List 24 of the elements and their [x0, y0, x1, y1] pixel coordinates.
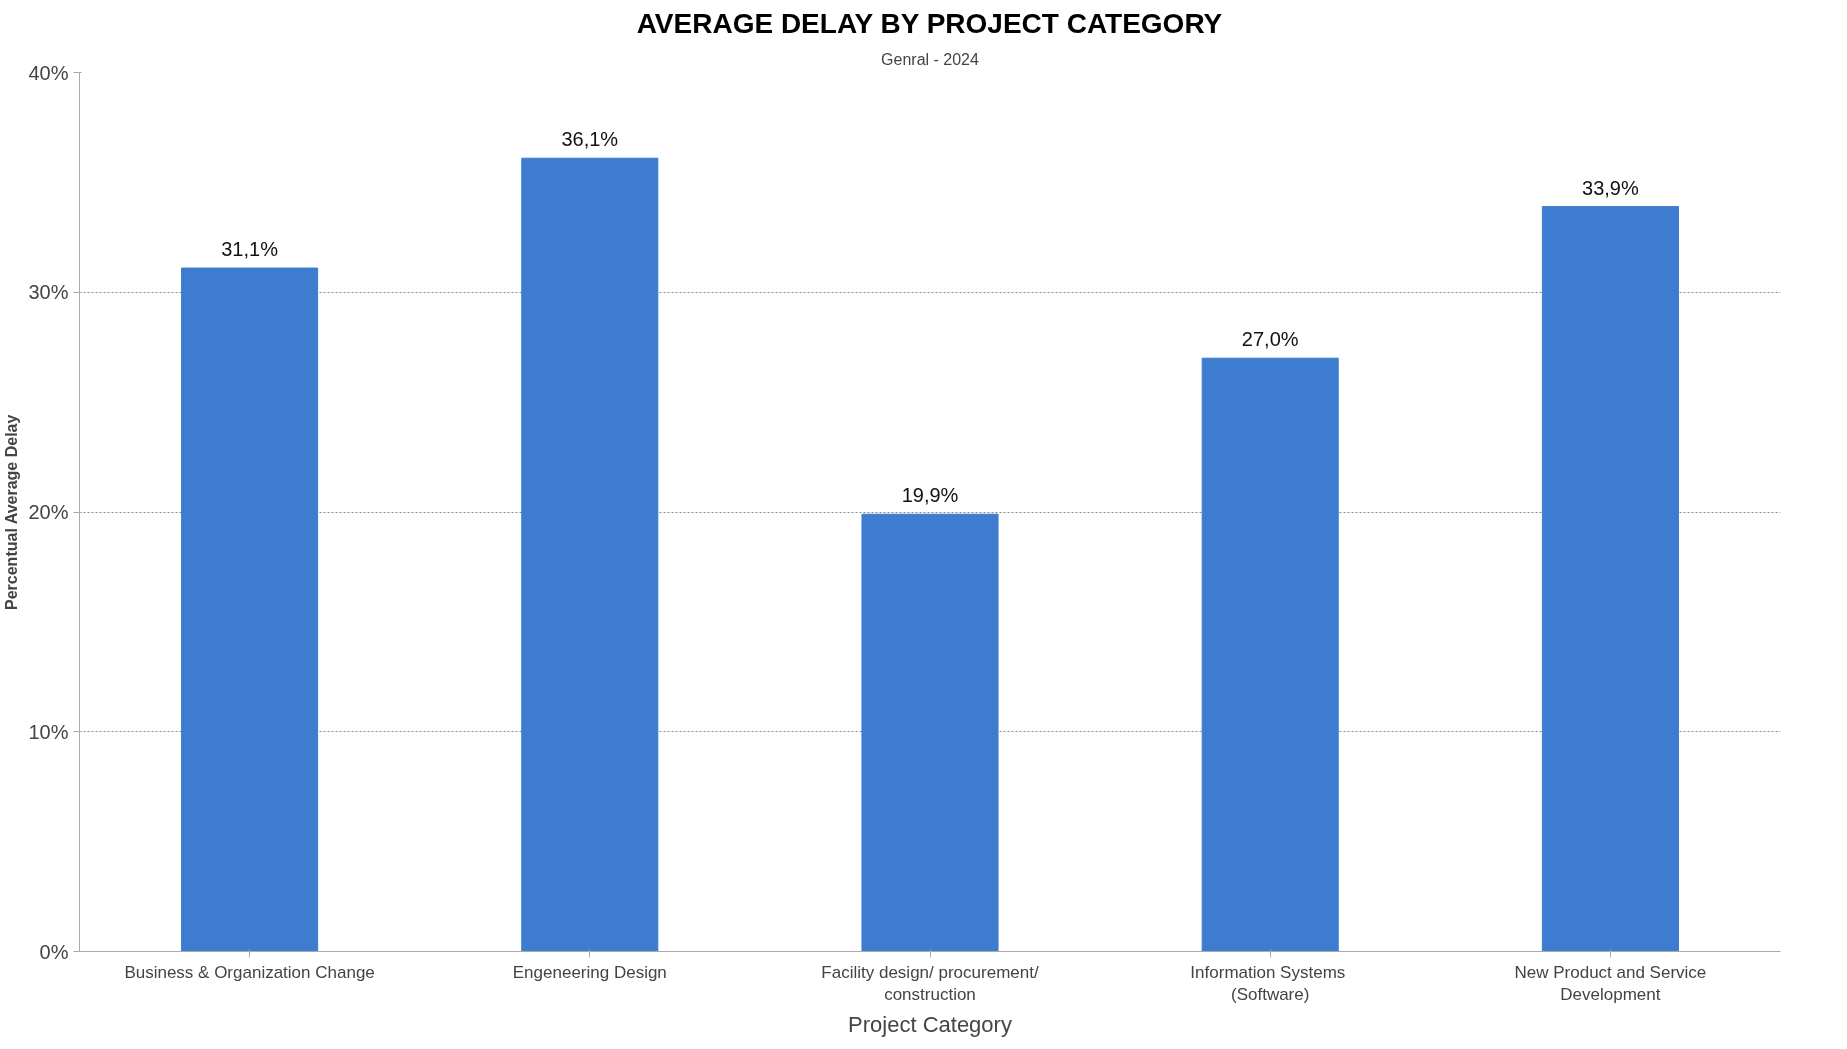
- data-label: 36,1%: [561, 128, 619, 151]
- data-label: 19,9%: [901, 484, 959, 507]
- y-tick-label: 40%: [28, 61, 69, 84]
- x-tick-label: New Product and Service Development: [1514, 962, 1707, 1005]
- y-tick-label: 10%: [28, 720, 69, 743]
- bar: [521, 157, 659, 952]
- data-label: 27,0%: [1241, 328, 1299, 351]
- y-tick-label: 30%: [28, 281, 69, 304]
- x-tick-label: Business & Organization Change: [124, 962, 375, 982]
- x-axis-title: Project Category: [848, 1012, 1012, 1038]
- bar: [181, 267, 319, 952]
- bar: [861, 513, 999, 952]
- data-label: 33,9%: [1582, 176, 1639, 199]
- x-tick-label: Facility design/ procurement/ construction: [821, 962, 1039, 1005]
- x-tick-label: Information Systems (Software): [1190, 962, 1346, 1005]
- y-tick-label: 20%: [28, 501, 69, 523]
- y-axis-title: Percentual Average Delay: [3, 414, 21, 610]
- data-label: 31,1%: [221, 238, 279, 261]
- y-tick-label: 0%: [39, 940, 69, 963]
- bar: [1541, 206, 1679, 952]
- chart-subtitle: Genral - 2024: [881, 50, 980, 68]
- bar: [1201, 357, 1339, 952]
- x-tick-label: Engeneering Design: [512, 962, 667, 982]
- chart-title: AVERAGE DELAY BY PROJECT CATEGORY: [636, 7, 1223, 39]
